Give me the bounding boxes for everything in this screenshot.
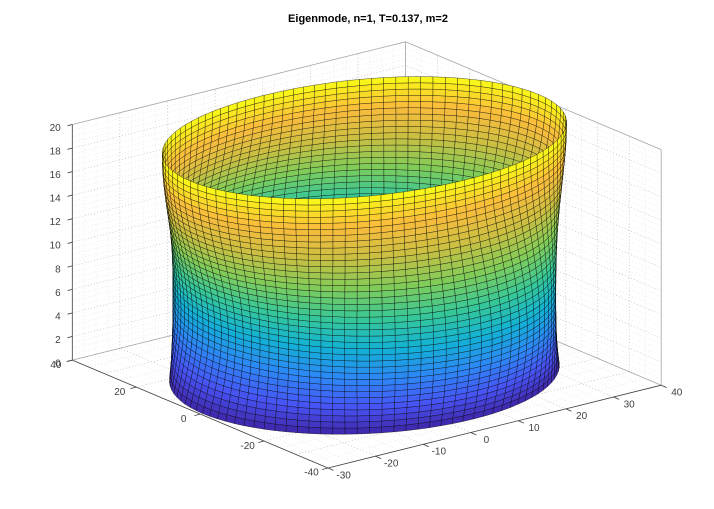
svg-text:10: 10	[50, 241, 62, 252]
z-axis-ticks	[67, 124, 73, 362]
svg-text:40: 40	[671, 388, 683, 399]
svg-text:2: 2	[55, 335, 61, 346]
svg-text:-10: -10	[432, 447, 447, 458]
svg-text:-20: -20	[240, 441, 255, 452]
svg-text:10: 10	[528, 423, 540, 434]
svg-text:20: 20	[576, 411, 588, 422]
svg-text:14: 14	[50, 194, 62, 205]
svg-text:8: 8	[55, 264, 61, 275]
svg-text:18: 18	[50, 147, 62, 158]
svg-text:40: 40	[50, 360, 62, 371]
svg-text:20: 20	[50, 123, 62, 134]
z-axis-tick-labels: 0 2 4 6 8 10 12 14 16 18 20	[50, 123, 62, 370]
svg-text:6: 6	[55, 288, 61, 299]
x-axis-ticks	[327, 384, 667, 471]
svg-text:-20: -20	[384, 459, 399, 470]
svg-text:4: 4	[55, 311, 61, 322]
y-axis-tick-labels: 40 20 0 -20 -40	[50, 360, 319, 479]
plot-title: Eigenmode, n=1, T=0.137, m=2	[288, 13, 448, 25]
svg-text:12: 12	[50, 217, 62, 228]
svg-text:-30: -30	[336, 470, 351, 481]
svg-text:0: 0	[181, 414, 187, 425]
svg-text:20: 20	[114, 387, 126, 398]
svg-text:0: 0	[55, 359, 61, 370]
surface-mesh	[162, 76, 567, 435]
x-axis-tick-labels: -30 -20 -10 0 10 20 30 40	[336, 388, 682, 482]
svg-text:-40: -40	[304, 468, 319, 479]
svg-text:0: 0	[484, 435, 490, 446]
svg-text:16: 16	[50, 170, 62, 181]
svg-text:30: 30	[624, 399, 636, 410]
